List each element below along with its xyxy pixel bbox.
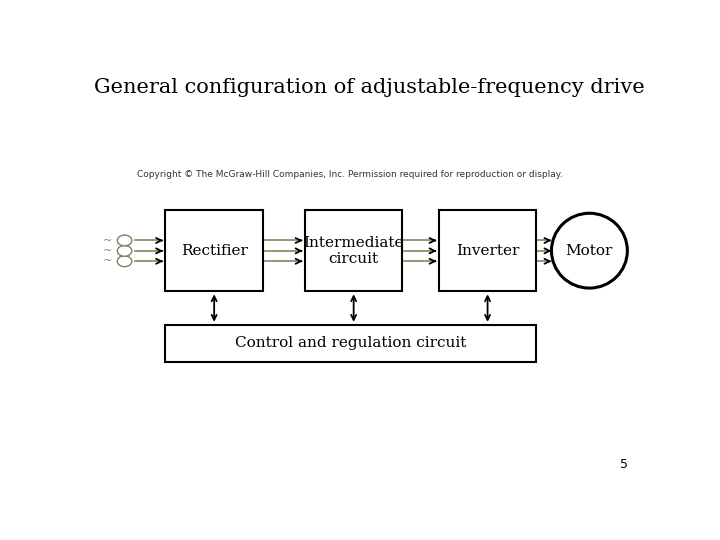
Circle shape [117, 246, 132, 256]
Circle shape [117, 235, 132, 246]
Text: ~: ~ [103, 246, 112, 256]
Text: ~: ~ [103, 235, 112, 246]
Ellipse shape [552, 213, 627, 288]
Bar [438, 210, 536, 292]
Text: ~: ~ [103, 256, 112, 266]
Text: Rectifier: Rectifier [181, 244, 248, 258]
Text: Intermediate
circuit: Intermediate circuit [303, 236, 404, 266]
Circle shape [117, 256, 132, 267]
Text: Control and regulation circuit: Control and regulation circuit [235, 336, 467, 350]
Text: Copyright © The McGraw-Hill Companies, Inc. Permission required for reproduction: Copyright © The McGraw-Hill Companies, I… [138, 171, 563, 179]
Bar [305, 210, 402, 292]
Text: Inverter: Inverter [456, 244, 519, 258]
Text: 5: 5 [621, 458, 629, 471]
Text: Motor: Motor [566, 244, 613, 258]
Bar [166, 210, 263, 292]
Text: General configuration of adjustable-frequency drive: General configuration of adjustable-freq… [94, 78, 644, 97]
Bar [166, 325, 536, 362]
